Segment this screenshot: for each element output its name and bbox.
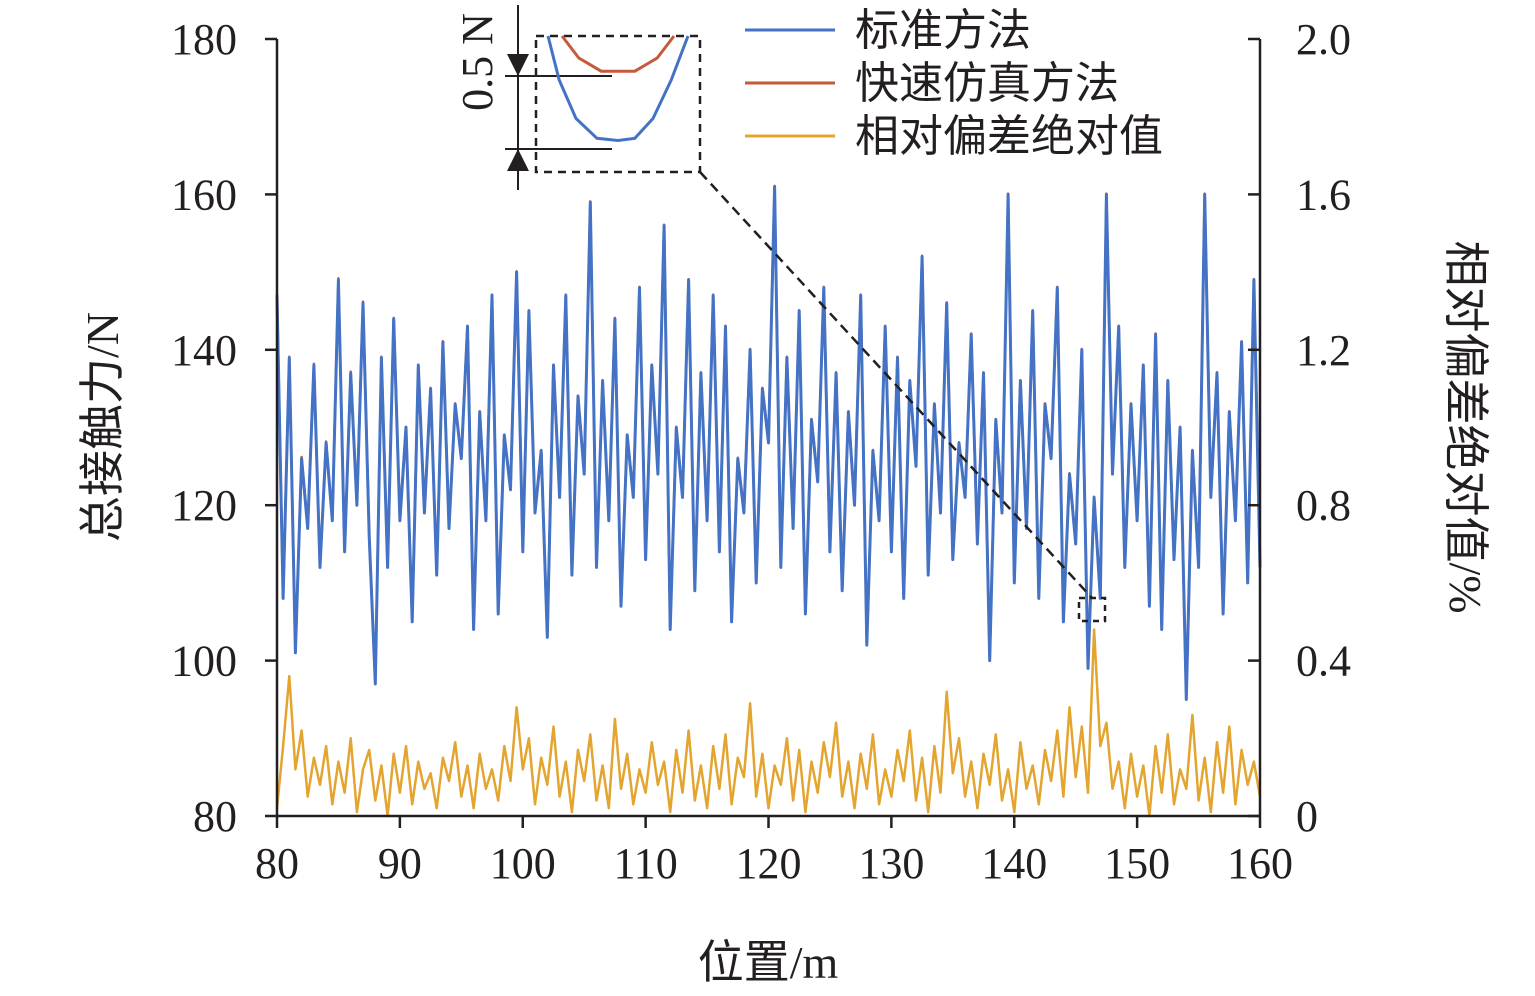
- zoom-region-box: [1077, 596, 1107, 623]
- x-tick-label: 150: [1104, 839, 1170, 888]
- plot-lines: [275, 184, 1262, 818]
- dimension-arrow-up: [507, 149, 529, 171]
- y-tick-label: 120: [171, 481, 237, 530]
- x-tick-label: 130: [858, 839, 924, 888]
- y-axis-title: 总接触力/N: [77, 312, 128, 542]
- x-tick-label: 160: [1227, 839, 1293, 888]
- inset-box: [534, 34, 702, 174]
- y-tick-label: 180: [171, 15, 237, 64]
- dimension-label: 0.5 N: [453, 13, 502, 111]
- zoom-connector-line: [699, 171, 1093, 599]
- series-line-0: [275, 185, 1262, 701]
- axes: 80 90 100 110 120 130 140 150 160 80 100 120 140 160 1…: [171, 15, 1351, 888]
- legend-label-1: 快速仿真方法: [855, 59, 1119, 108]
- x-tick-label: 80: [255, 839, 299, 888]
- x-tick-label: 120: [736, 839, 802, 888]
- y2-tick-label: 2.0: [1296, 15, 1351, 64]
- y-tick-label: 80: [193, 792, 237, 841]
- y2-tick-label: 0: [1296, 792, 1318, 841]
- x-tick-label: 140: [981, 839, 1047, 888]
- y2-tick-label: 0.8: [1296, 481, 1351, 530]
- inset-standard-curve: [546, 35, 690, 143]
- dimension-arrow-down: [507, 54, 529, 76]
- zoom-inset: 0.5 N: [453, 5, 1107, 623]
- x-axis-title: 位置/m: [698, 937, 839, 988]
- y2-tick-label: 0.4: [1296, 637, 1351, 686]
- y-tick-label: 100: [171, 637, 237, 686]
- series-line-2: [275, 628, 1262, 818]
- x-tick-label: 100: [490, 839, 556, 888]
- inset-fast-curve: [560, 35, 676, 73]
- legend-label-2: 相对偏差绝对值: [855, 112, 1163, 161]
- y2-axis-title: 相对偏差绝对值/%: [1440, 240, 1491, 613]
- y2-tick-label: 1.2: [1296, 326, 1351, 375]
- x-tick-label: 90: [378, 839, 422, 888]
- legend-label-0: 标准方法: [855, 6, 1031, 55]
- x-tick-label: 110: [613, 839, 677, 888]
- y-tick-label: 140: [171, 326, 237, 375]
- y2-tick-label: 1.6: [1296, 170, 1351, 219]
- y-tick-label: 160: [171, 170, 237, 219]
